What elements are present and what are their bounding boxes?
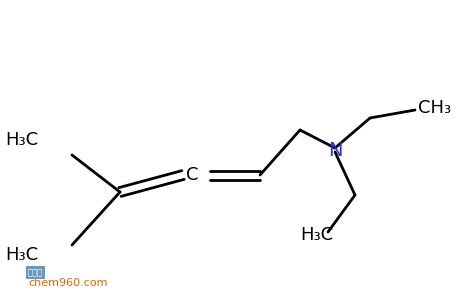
Text: H₃C: H₃C <box>300 226 333 244</box>
Text: H₃C: H₃C <box>5 246 38 264</box>
Text: chem960.com: chem960.com <box>28 278 108 288</box>
Text: H₃C: H₃C <box>5 131 38 149</box>
Text: 化工网: 化工网 <box>28 268 43 277</box>
Text: C: C <box>186 166 198 184</box>
Text: N: N <box>328 141 342 159</box>
Text: CH₃: CH₃ <box>418 99 451 117</box>
